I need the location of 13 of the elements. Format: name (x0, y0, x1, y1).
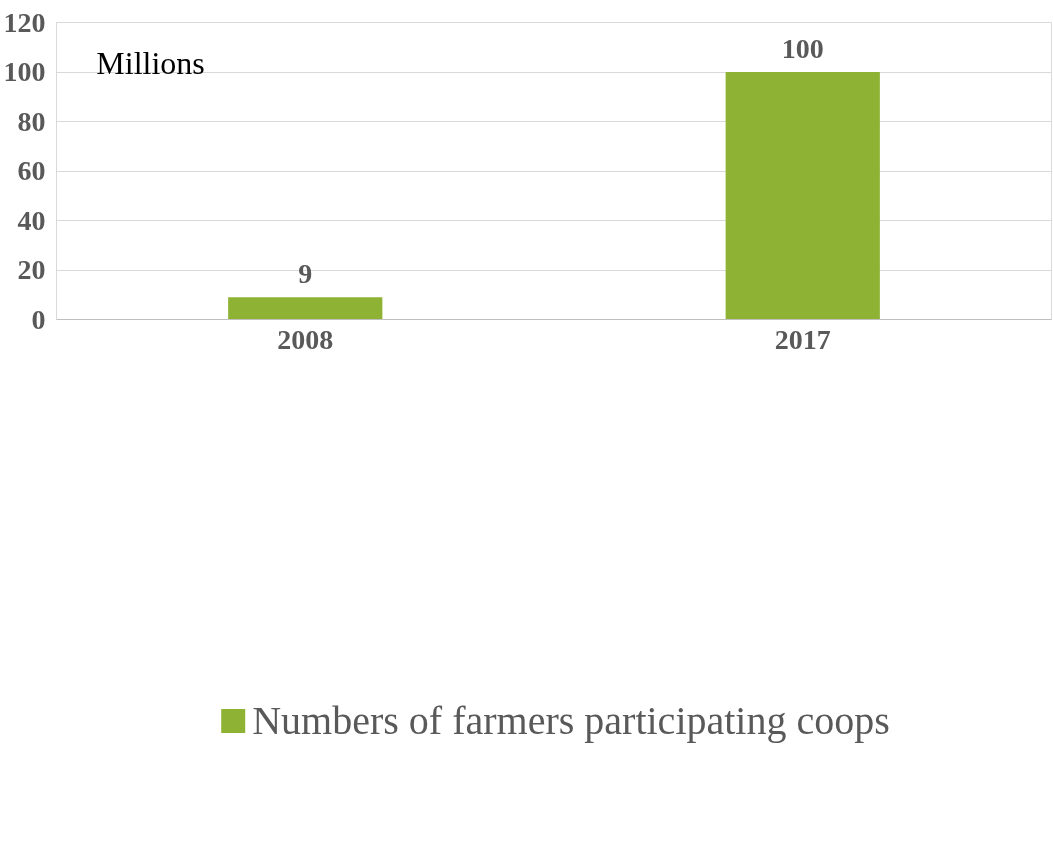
legend-label: Numbers of farmers participating coops (252, 696, 890, 744)
x-tick-label: 2017 (774, 323, 831, 355)
y-tick-label: 100 (3, 56, 46, 87)
y-tick-label: 40 (17, 204, 46, 236)
data-label: 9 (298, 258, 313, 290)
x-tick-label: 2008 (277, 323, 334, 355)
y-tick-label: 60 (17, 155, 46, 186)
y-tick-label: 80 (17, 105, 46, 137)
y-tick-label: 120 (3, 6, 46, 38)
y-tick-label: 0 (31, 303, 46, 335)
data-label: 100 (781, 33, 824, 64)
y-tick-label: 20 (17, 254, 46, 285)
y-axis-title: Millions (96, 44, 205, 81)
